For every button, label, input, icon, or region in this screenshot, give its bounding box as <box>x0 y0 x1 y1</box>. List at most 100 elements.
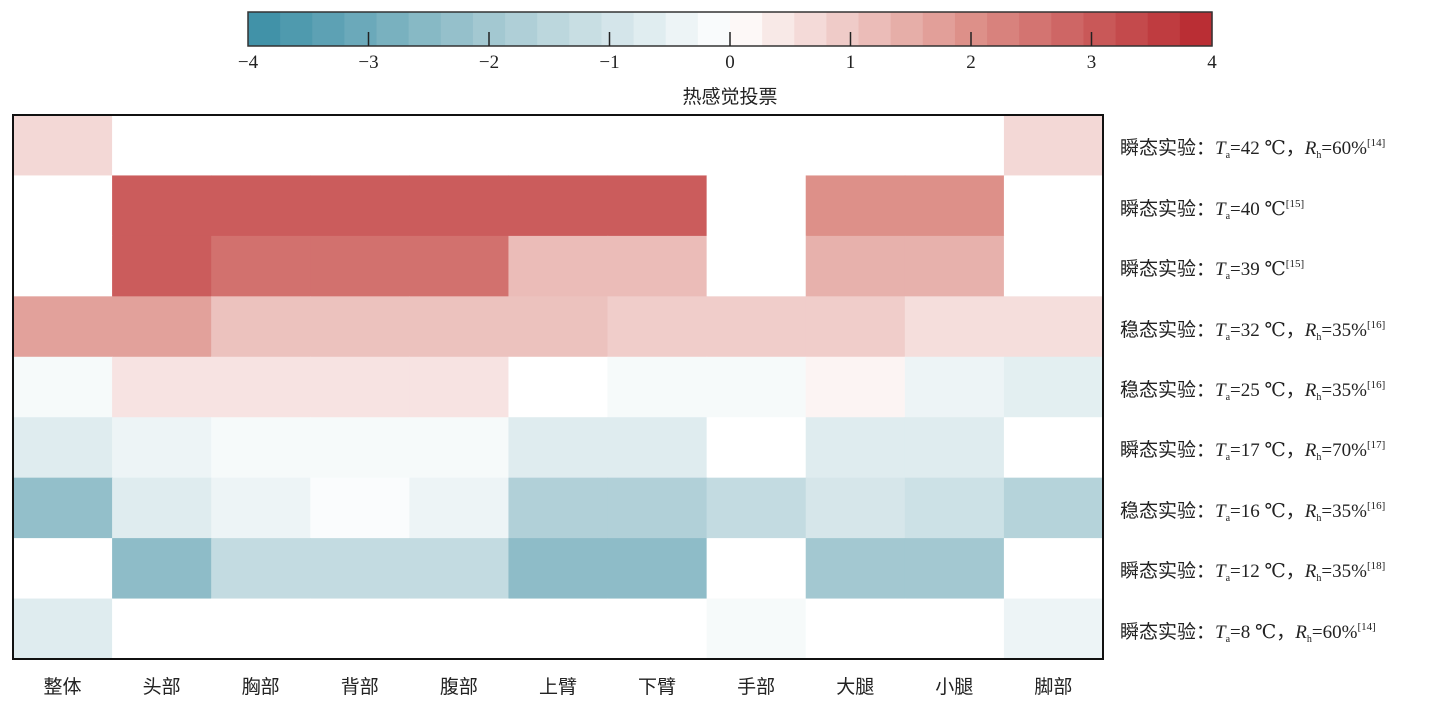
colorbar-step <box>1051 12 1085 46</box>
heatmap-cell <box>211 356 311 418</box>
heatmap-cell <box>706 235 807 297</box>
colorbar-tick-label: 4 <box>1207 52 1217 73</box>
colorbar <box>247 11 1213 47</box>
heatmap-cell <box>310 175 410 237</box>
temperature-symbol: T <box>1215 138 1226 160</box>
colorbar-step <box>408 12 442 46</box>
heatmap-cell <box>1003 235 1104 297</box>
heatmap-cell <box>112 235 212 297</box>
colorbar-tick-label: −1 <box>599 52 620 73</box>
heatmap-cell <box>508 115 609 177</box>
heatmap-cell <box>13 296 113 358</box>
colorbar-step <box>665 12 699 46</box>
heatmap-frame <box>12 114 1104 660</box>
heatmap-cell <box>112 538 212 600</box>
heatmap-cell <box>1003 175 1104 237</box>
column-label: 胸部 <box>241 677 280 698</box>
heatmap-cell <box>904 356 1005 418</box>
colorbar-step <box>312 12 345 46</box>
humidity-value: =35% <box>1321 319 1367 341</box>
temperature-subscript: a <box>1225 452 1231 464</box>
heatmap-cell <box>112 356 212 418</box>
heatmap-cell <box>607 356 708 418</box>
heatmap-cell <box>805 598 906 660</box>
humidity-subscript: h <box>1316 150 1322 162</box>
separator: ， <box>1285 561 1305 583</box>
heatmap-cell <box>805 115 906 177</box>
heatmap-cell <box>211 175 311 237</box>
temperature-value: =39 ℃ <box>1230 259 1286 281</box>
humidity-value: =35% <box>1321 500 1367 522</box>
heatmap-cell <box>112 477 212 539</box>
heatmap-cell <box>409 538 510 600</box>
row-label-type: 瞬态实验： <box>1120 621 1216 643</box>
row-label-type: 瞬态实验： <box>1120 259 1216 281</box>
heatmap-cell <box>211 235 311 297</box>
column-label: 大腿 <box>836 677 875 698</box>
temperature-subscript: a <box>1225 512 1231 524</box>
heatmap-cell <box>706 417 807 479</box>
temperature-value: =40 ℃ <box>1230 198 1286 220</box>
temperature-subscript: a <box>1225 633 1231 645</box>
colorbar-tick-label: 0 <box>725 52 735 73</box>
heatmap-cell <box>607 417 708 479</box>
heatmap-cell <box>112 598 212 660</box>
heatmap-cell <box>409 235 510 297</box>
column-label: 整体 <box>43 677 82 698</box>
heatmap-cell <box>805 356 906 418</box>
humidity-subscript: h <box>1306 633 1312 645</box>
heatmap-cell <box>13 235 113 297</box>
heatmap-cell <box>409 598 510 660</box>
row-label: 瞬态实验：Ta=40 ℃[15] <box>1120 193 1304 228</box>
temperature-value: =25 ℃ <box>1230 380 1286 401</box>
reference: [15] <box>1285 258 1305 271</box>
colorbar-tick-label: 1 <box>845 52 856 73</box>
colorbar-step <box>730 12 763 46</box>
heatmap-cell <box>508 356 609 418</box>
colorbar-step <box>1179 12 1213 46</box>
heatmap-cell <box>607 235 708 297</box>
temperature-symbol: T <box>1215 561 1226 583</box>
heatmap-cell <box>112 115 212 177</box>
temperature-symbol: T <box>1215 319 1226 341</box>
heatmap-cell <box>904 115 1005 177</box>
temperature-subscript: a <box>1225 150 1231 162</box>
heatmap-cell <box>706 175 807 237</box>
heatmap-cell <box>805 477 906 539</box>
reference: [16] <box>1366 379 1386 391</box>
humidity-value: =60% <box>1311 621 1358 643</box>
separator: ， <box>1285 500 1305 522</box>
row-label: 瞬态实验：Ta=12 ℃，Rh=35%[18] <box>1120 555 1385 590</box>
heatmap-cell <box>112 417 212 479</box>
column-label: 头部 <box>142 677 181 698</box>
colorbar-step <box>633 12 667 46</box>
heatmap-cell <box>904 235 1005 297</box>
humidity-value: =35% <box>1321 561 1367 583</box>
temperature-symbol: T <box>1215 440 1226 462</box>
heatmap-cell <box>13 417 113 479</box>
separator: ， <box>1276 621 1296 643</box>
temperature-value: =16 ℃ <box>1230 500 1286 522</box>
heatmap-cell <box>607 175 708 237</box>
heatmap-cell <box>112 296 212 358</box>
heatmap-cell <box>211 598 311 660</box>
row-label-type: 瞬态实验： <box>1120 138 1216 160</box>
colorbar-step <box>248 12 281 46</box>
column-label: 上臂 <box>538 677 577 698</box>
colorbar-tick-label: −4 <box>237 52 259 73</box>
separator: ， <box>1285 138 1305 160</box>
temperature-symbol: T <box>1215 198 1226 220</box>
row-label: 稳态实验：Ta=32 ℃，Rh=35%[16] <box>1120 314 1385 349</box>
heatmap-cell <box>508 598 609 660</box>
heatmap-cell <box>409 356 510 418</box>
heatmap-cell <box>607 598 708 660</box>
heatmap-cell <box>310 235 410 297</box>
heatmap-cell <box>13 598 113 660</box>
separator: ， <box>1285 319 1305 341</box>
heatmap-cell <box>1003 356 1104 418</box>
heatmap-cell <box>1003 477 1104 539</box>
temperature-symbol: T <box>1215 259 1226 281</box>
heatmap-cell <box>13 115 113 177</box>
heatmap-cell <box>211 538 311 600</box>
